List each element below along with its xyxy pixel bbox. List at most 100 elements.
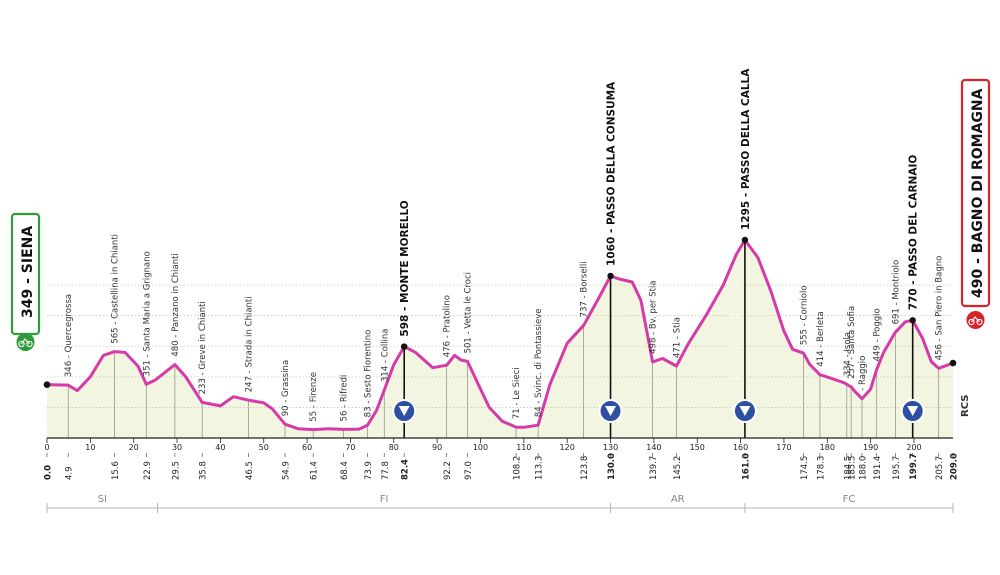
waypoint-label: 56 - Rifredi bbox=[340, 375, 350, 422]
x-tick-label: 150 bbox=[690, 443, 705, 452]
gpm-marker-triangle bbox=[739, 406, 751, 416]
km-label: 4.9 bbox=[65, 466, 75, 480]
waypoint-label: 247 - Strada in Chianti bbox=[245, 296, 255, 392]
profile-area bbox=[47, 240, 953, 438]
waypoint-label: 233 - Greve in Chianti bbox=[198, 301, 208, 394]
finish-icon-frame bbox=[971, 316, 980, 323]
km-label: 209.0 bbox=[950, 453, 960, 480]
waypoint-label: 555 - Corniolo bbox=[799, 285, 809, 345]
x-tick-label: 160 bbox=[733, 443, 748, 452]
x-tick-label: 80 bbox=[389, 443, 399, 452]
gpm-marker-triangle bbox=[605, 406, 617, 416]
km-label: 139.7 bbox=[649, 456, 659, 480]
finish-icon-wheel bbox=[976, 318, 983, 326]
km-label: 73.9 bbox=[364, 461, 374, 480]
km-label: 97.0 bbox=[464, 461, 474, 480]
km-label: 29.5 bbox=[171, 461, 181, 480]
waypoint-label: 498 - Bv. per Stia bbox=[649, 280, 659, 353]
x-tick-label: 170 bbox=[776, 443, 791, 452]
gpm-marker-triangle bbox=[907, 406, 919, 416]
waypoint-label: 476 - Pratolino bbox=[443, 295, 453, 357]
start-icon-frame bbox=[21, 338, 30, 345]
waypoint-label: 501 - Vetta le Croci bbox=[463, 272, 473, 353]
km-label: 0.0 bbox=[44, 465, 54, 480]
waypoint-label: 480 - Panzano in Chianti bbox=[171, 253, 181, 356]
waypoint-label: 737 - Borselli bbox=[580, 261, 590, 317]
waypoint-label: 449 - Poggio bbox=[873, 308, 883, 361]
province-code: FI bbox=[380, 494, 389, 505]
km-label: 61.4 bbox=[310, 461, 320, 480]
waypoint-label: - Raggio bbox=[858, 356, 868, 391]
km-label: 184.5 bbox=[843, 456, 853, 480]
km-label: 77.8 bbox=[381, 461, 391, 480]
x-tick-label: 0 bbox=[44, 443, 49, 452]
brand-logo: RCS bbox=[960, 395, 971, 417]
x-tick-label: 30 bbox=[172, 443, 182, 452]
elevation-tick-label: 600 bbox=[729, 344, 741, 351]
x-tick-label: 70 bbox=[345, 443, 355, 452]
km-label: 54.9 bbox=[281, 461, 291, 480]
waypoint-label: 90 - Grassina bbox=[281, 360, 291, 416]
finish-label-box bbox=[960, 78, 991, 308]
start-dot bbox=[43, 381, 51, 388]
climb-summit-dot bbox=[400, 343, 408, 350]
km-label: 178.3 bbox=[816, 456, 826, 480]
climb-label: 1295 - PASSO DELLA CALLA bbox=[740, 68, 752, 230]
x-tick-label: 40 bbox=[215, 443, 225, 452]
km-label: 161.0 bbox=[741, 453, 751, 480]
km-label: 82.4 bbox=[401, 459, 411, 480]
km-label: 145.2 bbox=[673, 456, 683, 480]
waypoint-label: 71 - Le Sieci bbox=[512, 367, 522, 419]
waypoint-label: 83 - Sesto Fiorentino bbox=[363, 330, 373, 418]
climb-label: 598 - MONTE MORELLO bbox=[399, 200, 411, 336]
km-label: 174.5 bbox=[800, 456, 810, 480]
finish-label: 490 - BAGNO DI ROMAGNA bbox=[970, 88, 986, 298]
km-label: 123.8 bbox=[580, 456, 590, 480]
km-label: 15.6 bbox=[111, 461, 121, 480]
km-label: 22.9 bbox=[143, 461, 153, 480]
finish-bike-icon bbox=[966, 311, 985, 329]
waypoint-label: 414 - Berleta bbox=[816, 311, 826, 366]
km-label: 188.0 bbox=[858, 456, 868, 480]
x-tick-label: 20 bbox=[129, 443, 139, 452]
gpm-marker-icon bbox=[732, 399, 757, 423]
x-tick-label: 180 bbox=[820, 443, 835, 452]
start-label: 349 - SIENA bbox=[20, 226, 36, 318]
waypoint-label: 346 - Quercegrossa bbox=[64, 294, 74, 377]
waypoint-label: 691 - Montriolo bbox=[891, 260, 901, 325]
x-tick-label: 50 bbox=[259, 443, 269, 452]
waypoint-label: 565 - Castellina in Chianti bbox=[111, 234, 121, 344]
x-tick-label: 100 bbox=[473, 443, 488, 452]
x-tick-label: 60 bbox=[302, 443, 312, 452]
km-label: 68.4 bbox=[340, 461, 350, 480]
climb-summit-dot bbox=[909, 317, 916, 324]
climb-summit-dot bbox=[607, 272, 614, 280]
waypoint-label: 456 - San Piero in Bagno bbox=[935, 256, 945, 361]
km-label: 108.2 bbox=[513, 456, 523, 480]
km-label: 185.5 bbox=[848, 456, 858, 480]
climb-summit-dot bbox=[741, 236, 749, 244]
waypoint-label: 55 - Firenze bbox=[309, 372, 319, 422]
start-icon-wheel bbox=[26, 340, 33, 348]
x-tick-label: 10 bbox=[85, 443, 95, 452]
climb-label: 1060 - PASSO DELLA CONSUMA bbox=[606, 81, 618, 266]
km-label: 92.2 bbox=[443, 461, 453, 480]
climb-label: 770 - PASSO DEL CARNAIO bbox=[908, 155, 920, 311]
km-label: 113.3 bbox=[535, 456, 545, 480]
km-label: 205.7 bbox=[935, 456, 945, 480]
finish-dot bbox=[949, 359, 957, 367]
x-tick-label: 120 bbox=[560, 443, 575, 452]
profile-line bbox=[46, 238, 954, 432]
km-label: 130.0 bbox=[607, 453, 617, 480]
waypoint-label: 314 - Collina bbox=[380, 328, 390, 382]
elevation-tick-label: 1000 bbox=[726, 283, 741, 290]
km-label: 195.7 bbox=[892, 456, 902, 480]
gpm-marker-triangle bbox=[398, 406, 410, 416]
km-label: 46.5 bbox=[245, 461, 255, 480]
gpm-marker-icon bbox=[900, 399, 925, 423]
waypoint-label: 351 - Santa Maria a Grignano bbox=[142, 251, 152, 376]
x-tick-label: 200 bbox=[906, 443, 921, 452]
waypoint-label: 471 - Stia bbox=[672, 317, 682, 358]
